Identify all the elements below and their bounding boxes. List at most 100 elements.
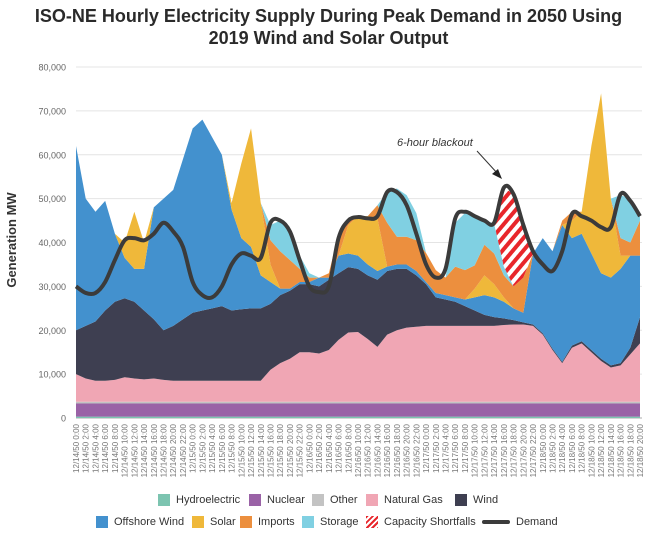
legend-label: Offshore Wind [114,516,185,528]
area-natural-gas [76,324,640,402]
legend-label: Imports [258,516,295,528]
x-tick-label: 12/18/50 20:00 [636,423,645,477]
legend-label: Other [330,494,358,506]
x-tick-label: 12/17/50 8:00 [461,423,470,472]
x-tick-label: 12/14/50 18:00 [160,423,169,477]
legend-solar: Solar [192,516,236,528]
y-tick-label: 10,000 [38,370,66,380]
x-tick-label: 12/17/50 16:00 [500,423,509,477]
area-nuclear [76,403,640,417]
legend-nuclear: Nuclear [249,494,305,506]
legend-imports: Imports [240,516,295,528]
legend-swatch [366,494,378,506]
x-tick-label: 12/17/50 4:00 [442,423,451,472]
x-tick-label: 12/16/50 8:00 [344,423,353,472]
x-tick-label: 12/16/50 22:00 [412,423,421,477]
blackout-annotation: 6-hour blackout [397,137,474,149]
x-tick-label: 12/15/50 18:00 [276,423,285,477]
x-tick-label: 12/14/50 14:00 [140,423,149,477]
y-tick-label: 20,000 [38,326,66,336]
x-tick-label: 12/15/50 20:00 [286,423,295,477]
x-tick-label: 12/17/50 22:00 [529,423,538,477]
x-tick-label: 12/17/50 14:00 [490,423,499,477]
x-tick-label: 12/14/50 2:00 [82,423,91,472]
legend-line [482,520,510,524]
legend-label: Hydroelectric [176,494,241,506]
x-tick-label: 12/16/50 6:00 [335,423,344,472]
legend-label: Solar [210,516,236,528]
x-tick-label: 12/16/50 12:00 [364,423,373,477]
legend-swatch [249,494,261,506]
legend-label: Wind [473,494,499,506]
legend-swatch [96,516,108,528]
legend-storage: Storage [302,516,359,528]
x-tick-label: 12/14/50 8:00 [111,423,120,472]
y-axis-label: Generation MW [4,192,19,288]
x-tick-label: 12/17/50 12:00 [480,423,489,477]
annotation-arrowhead [492,169,502,179]
legend-swatch [240,516,252,528]
x-tick-label: 12/15/50 2:00 [198,423,207,472]
y-tick-label: 80,000 [38,63,66,73]
x-tick-label: 12/16/50 18:00 [393,423,402,477]
x-tick-label: 12/18/50 12:00 [597,423,606,477]
legend-label: Demand [516,516,558,528]
x-tick-label: 12/15/50 16:00 [266,423,275,477]
area-hydroelectric [76,416,640,418]
legend-swatch [158,494,170,506]
legend-natural-gas: Natural Gas [366,494,443,506]
x-tick-label: 12/16/50 10:00 [354,423,363,477]
legend-swatch [455,494,467,506]
chart-title-line2: 2019 Wind and Solar Output [208,28,449,48]
area-offshore-wind [76,119,640,366]
x-tick-label: 12/14/50 20:00 [169,423,178,477]
x-tick-label: 12/14/50 0:00 [72,423,81,472]
x-tick-label: 12/14/50 10:00 [121,423,130,477]
x-tick-label: 12/16/50 20:00 [403,423,412,477]
demand-line [74,183,642,300]
legend-swatch [312,494,324,506]
legend-swatch [302,516,314,528]
legend-label: Storage [320,516,359,528]
x-tick-label: 12/16/50 14:00 [373,423,382,477]
legend-other: Other [312,494,358,506]
y-tick-label: 60,000 [38,150,66,160]
x-tick-label: 12/18/50 2:00 [548,423,557,472]
x-tick-label: 12/18/50 6:00 [568,423,577,472]
x-tick-label: 12/15/50 0:00 [189,423,198,472]
x-tick-label: 12/18/50 14:00 [607,423,616,477]
legend-hydroelectric: Hydroelectric [158,494,240,506]
annotation-arrow [476,150,499,175]
legend-capacity-shortfalls: Capacity Shortfalls [366,516,476,528]
x-tick-label: 12/16/50 0:00 [305,423,314,472]
y-tick-label: 50,000 [38,194,66,204]
x-tick-label: 12/15/50 22:00 [296,423,305,477]
x-tick-label: 12/18/50 18:00 [626,423,635,477]
legend-label: Natural Gas [384,494,443,506]
legend-swatch [192,516,204,528]
x-tick-label: 12/15/50 14:00 [257,423,266,477]
x-tick-label: 12/17/50 6:00 [451,423,460,472]
area-wind [76,267,640,381]
x-tick-label: 12/18/50 0:00 [539,423,548,472]
y-tick-label: 0 [61,414,66,424]
x-tick-label: 12/17/50 0:00 [422,423,431,472]
area-other [76,401,640,404]
x-tick-label: 12/16/50 4:00 [325,423,334,472]
x-tick-label: 12/14/50 12:00 [130,423,139,477]
x-tick-label: 12/14/50 16:00 [150,423,159,477]
x-tick-label: 12/17/50 18:00 [510,423,519,477]
x-tick-label: 12/14/50 4:00 [91,423,100,472]
x-tick-label: 12/18/50 4:00 [558,423,567,472]
x-tick-label: 12/18/50 16:00 [617,423,626,477]
x-tick-label: 12/17/50 2:00 [432,423,441,472]
x-tick-label: 12/17/50 10:00 [471,423,480,477]
x-tick-label: 12/14/50 22:00 [179,423,188,477]
area-capacity-shortfalls [76,93,640,287]
legend-offshore-wind: Offshore Wind [96,516,184,528]
y-tick-label: 40,000 [38,238,66,248]
legend-wind: Wind [455,494,498,506]
legend-demand: Demand [482,516,558,528]
x-tick-label: 12/16/50 16:00 [383,423,392,477]
